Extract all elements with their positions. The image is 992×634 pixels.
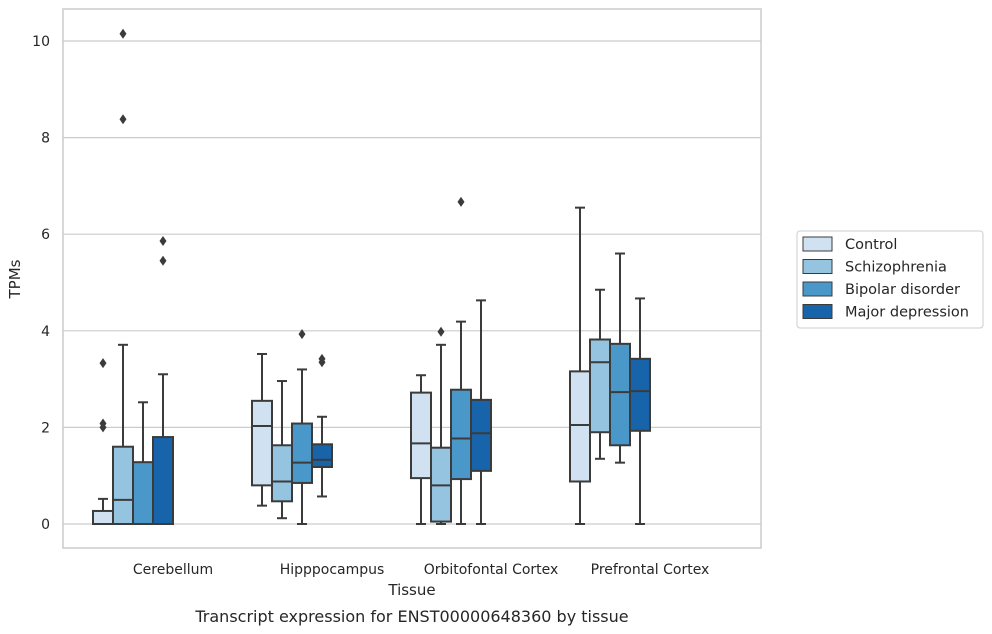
box-iqr [132, 461, 154, 525]
box-schizophrenia-hipppocampus [271, 380, 293, 520]
y-tick-label: 10 [32, 34, 50, 50]
box-iqr [251, 399, 273, 487]
y-tick-label: 0 [41, 517, 50, 533]
outlier-point [437, 326, 445, 337]
outlier-point [119, 28, 127, 39]
y-tick-label: 6 [41, 227, 50, 243]
legend: Control Schizophrenia Bipolar disorder Majo… [796, 230, 984, 329]
legend-frame [796, 230, 984, 329]
box-control-hipppocampus [251, 352, 273, 507]
box-iqr [92, 509, 114, 526]
box-iqr [311, 443, 333, 469]
box-iqr [410, 391, 432, 480]
box-schizophrenia-prefrontal-cortex [589, 288, 611, 460]
legend-item: Major depression [802, 304, 969, 321]
box-bipolar-disorder-prefrontal-cortex [609, 252, 631, 464]
outlier-point [457, 196, 465, 207]
box-iqr [271, 444, 293, 503]
box-iqr [112, 445, 134, 525]
y-tick-label: 2 [41, 420, 50, 436]
legend-item: Schizophrenia [802, 259, 947, 276]
outlier-point [119, 114, 127, 125]
legend-label: Schizophrenia [845, 260, 947, 276]
chart-title: Transcript expression for ENST0000064836… [194, 607, 628, 626]
box-bipolar-disorder-orbitofontal-cortex [450, 196, 472, 525]
box-iqr [589, 338, 611, 434]
y-axis-label: TPMs [6, 259, 24, 299]
box-bipolar-disorder-hipppocampus [291, 329, 313, 525]
box-iqr [470, 398, 492, 472]
outlier-point [159, 235, 167, 246]
box-schizophrenia-orbitofontal-cortex [430, 326, 452, 525]
box-iqr [152, 436, 174, 525]
legend-label: Bipolar disorder [845, 282, 960, 298]
box-iqr [291, 422, 313, 484]
box-iqr [569, 370, 591, 483]
box-iqr [629, 357, 651, 432]
plot-area-frame [62, 8, 762, 549]
box-bipolar-disorder-cerebellum [132, 401, 154, 525]
box-control-prefrontal-cortex [569, 206, 591, 525]
x-tick-label: Cerebellum [133, 562, 213, 578]
legend-label: Major depression [845, 305, 969, 321]
y-axis-ticks: 0 2 4 6 8 10 [32, 34, 50, 533]
outlier-point [318, 353, 326, 364]
boxes [92, 28, 651, 526]
y-tick-label: 4 [41, 324, 50, 340]
outlier-point [159, 255, 167, 266]
legend-item: Bipolar disorder [802, 281, 960, 298]
box-schizophrenia-cerebellum [112, 28, 134, 525]
legend-swatch [802, 259, 833, 274]
legend-swatch [802, 304, 833, 319]
outlier-point [298, 329, 306, 340]
box-major-depression-orbitofontal-cortex [470, 299, 492, 525]
outlier-point [99, 418, 107, 429]
x-tick-label: Orbitofontal Cortex [424, 562, 559, 578]
outlier-point [99, 358, 107, 369]
legend-label: Control [845, 237, 897, 253]
x-axis-ticks: Cerebellum Hipppocampus Orbitofontal Corte… [133, 562, 709, 578]
box-major-depression-hipppocampus [311, 353, 333, 498]
x-tick-label: Prefrontal Cortex [591, 562, 710, 578]
box-control-cerebellum [92, 358, 114, 526]
y-tick-label: 8 [41, 131, 50, 147]
legend-swatch [802, 281, 833, 297]
box-major-depression-prefrontal-cortex [629, 297, 651, 525]
box-control-orbitofontal-cortex [410, 374, 432, 525]
x-tick-label: Hipppocampus [280, 562, 385, 578]
x-axis-label: Tissue [387, 581, 435, 599]
box-iqr [609, 342, 631, 447]
box-iqr [450, 388, 472, 481]
legend-swatch [802, 236, 833, 252]
legend-item: Control [802, 236, 897, 253]
box-major-depression-cerebellum [152, 235, 174, 525]
